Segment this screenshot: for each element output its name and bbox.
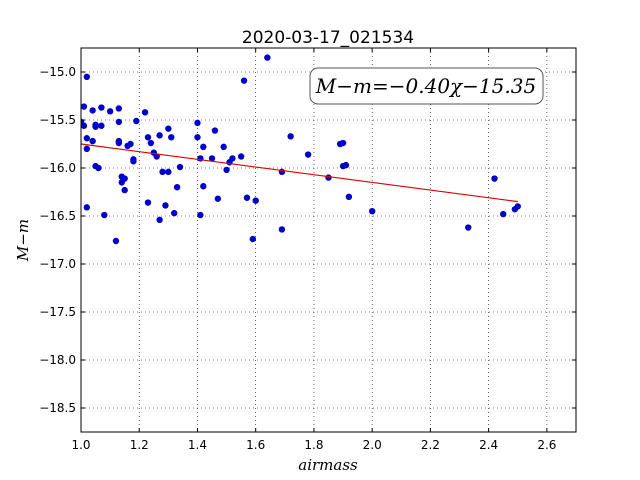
data-point xyxy=(81,103,88,110)
data-point xyxy=(153,153,160,160)
data-point xyxy=(162,202,169,209)
chart-title: 2020-03-17_021534 xyxy=(242,28,414,48)
data-point xyxy=(130,158,137,165)
data-point xyxy=(240,77,248,84)
x-tick-label: 1.0 xyxy=(71,438,90,452)
fit-line xyxy=(81,143,518,203)
data-point xyxy=(159,168,166,176)
data-point xyxy=(156,216,163,224)
data-point xyxy=(115,118,123,126)
y-tick-label: −16.0 xyxy=(39,161,76,175)
data-point xyxy=(304,151,312,158)
x-tick-label: 2.6 xyxy=(537,438,556,452)
y-tick-label: −17.5 xyxy=(39,305,76,319)
data-point xyxy=(165,125,172,132)
data-point xyxy=(121,186,128,194)
data-point xyxy=(200,183,207,190)
data-point xyxy=(214,195,222,202)
data-point xyxy=(176,163,184,171)
data-point xyxy=(144,199,152,206)
data-point xyxy=(264,54,271,61)
y-tick-label: −18.0 xyxy=(39,353,76,367)
data-point xyxy=(465,224,472,231)
data-point xyxy=(106,108,114,115)
data-point xyxy=(98,104,105,111)
data-point xyxy=(197,211,204,219)
x-axis-label: airmass xyxy=(298,456,358,474)
data-point xyxy=(229,155,236,162)
data-point xyxy=(127,140,134,148)
data-point xyxy=(223,166,230,174)
x-tick-label: 1.2 xyxy=(130,438,149,452)
fit-line-group xyxy=(81,143,518,203)
data-point xyxy=(287,133,294,140)
data-point xyxy=(165,168,172,176)
data-point xyxy=(243,194,251,201)
fit-annotation: M−m=−0.40χ−15.35 xyxy=(309,67,544,105)
x-tick-label: 2.2 xyxy=(421,438,440,452)
y-tick-label: −18.5 xyxy=(39,401,76,415)
data-point xyxy=(147,139,155,147)
data-point xyxy=(83,135,91,142)
data-point xyxy=(173,184,181,191)
data-point xyxy=(144,134,152,141)
fit-annotation-box xyxy=(309,67,544,105)
y-tick-label: −15.5 xyxy=(39,113,76,127)
data-point xyxy=(249,235,256,243)
x-tick-label: 2.0 xyxy=(363,438,382,452)
y-tick-label: −15.0 xyxy=(39,65,76,79)
data-point xyxy=(278,226,286,233)
data-point xyxy=(98,122,105,129)
x-tick-label: 1.6 xyxy=(246,438,265,452)
data-point xyxy=(514,203,521,210)
y-axis-label: M−m xyxy=(14,219,32,262)
x-tick-label: 1.8 xyxy=(304,438,323,452)
y-tick-labels: −15.0 −15.5 −16.0 −16.5 −17.0 −17.5 −18.0 −18.5 xyxy=(39,65,76,415)
data-point xyxy=(491,175,498,182)
plot-background xyxy=(81,48,576,432)
x-tick-label: 2.4 xyxy=(479,438,498,452)
data-point xyxy=(115,139,123,147)
data-point xyxy=(342,161,350,169)
data-point xyxy=(141,109,149,116)
data-point xyxy=(345,193,353,200)
fit-annotation-text: M−m=−0.40χ−15.35 xyxy=(315,74,536,98)
y-tick-label: −17.0 xyxy=(39,257,76,271)
data-point xyxy=(252,197,259,204)
data-point xyxy=(115,105,123,112)
data-point xyxy=(200,143,207,151)
x-tick-label: 1.4 xyxy=(188,438,207,452)
y-tick-label: −16.5 xyxy=(39,209,76,223)
data-point xyxy=(89,137,96,145)
data-point xyxy=(81,122,88,129)
data-point xyxy=(112,237,120,245)
data-point xyxy=(170,209,178,217)
data-point xyxy=(95,164,102,172)
data-point xyxy=(500,210,507,218)
plot-frame xyxy=(80,47,577,433)
data-point xyxy=(237,153,245,160)
data-point xyxy=(220,143,227,151)
data-point xyxy=(83,73,91,81)
grid-lines xyxy=(81,48,576,432)
axis-ticks xyxy=(80,48,576,432)
data-point xyxy=(168,134,175,141)
data-point xyxy=(339,139,347,147)
data-point xyxy=(368,208,376,215)
data-point xyxy=(92,123,99,130)
data-point xyxy=(325,174,332,181)
data-point xyxy=(83,145,91,152)
data-point xyxy=(101,211,108,219)
data-point xyxy=(156,132,163,139)
x-tick-labels: 1.0 1.2 1.4 1.6 1.8 2.0 2.2 2.4 2.6 xyxy=(71,438,556,452)
data-point xyxy=(121,175,128,182)
data-point xyxy=(208,155,216,162)
data-point xyxy=(83,204,91,211)
data-point xyxy=(194,119,201,127)
data-point xyxy=(133,117,140,125)
data-point xyxy=(89,107,96,114)
data-point xyxy=(211,127,219,134)
data-point xyxy=(194,134,201,141)
